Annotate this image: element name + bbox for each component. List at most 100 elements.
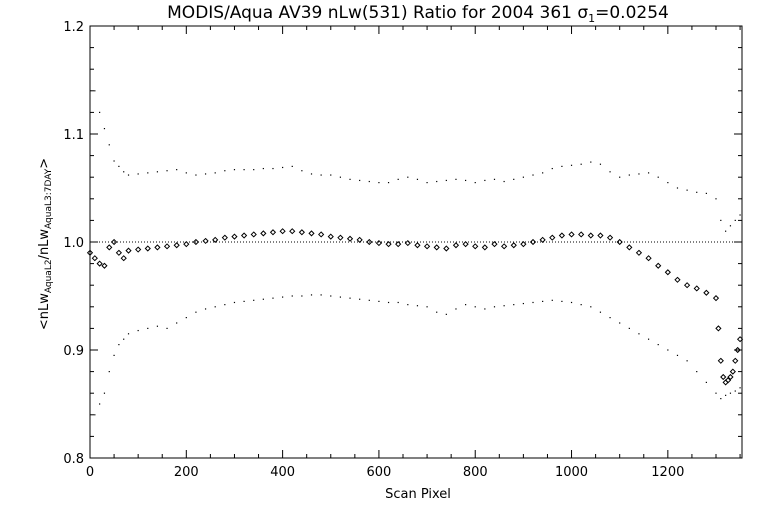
- sigma-point: [599, 311, 602, 313]
- data-point: [110, 238, 118, 246]
- sigma-point: [416, 305, 419, 307]
- sigma-point: [156, 325, 159, 327]
- y-tick-label: 1.2: [63, 20, 84, 35]
- series-upper-sigma: [94, 90, 741, 232]
- data-point: [250, 231, 257, 238]
- data-point: [414, 242, 421, 249]
- sigma-point: [705, 192, 707, 194]
- sigma-point: [108, 371, 110, 373]
- sigma-point: [657, 344, 659, 346]
- sigma-point: [580, 163, 582, 165]
- sigma-point: [330, 174, 332, 176]
- data-point: [717, 357, 724, 364]
- sigma-point: [739, 387, 741, 389]
- sigma-point: [696, 371, 698, 373]
- sigma-point: [436, 180, 438, 183]
- sigma-point: [474, 306, 476, 308]
- data-point: [101, 262, 108, 269]
- sigma-point: [676, 354, 679, 356]
- sigma-point: [686, 360, 688, 362]
- x-tick-label: 200: [174, 465, 199, 480]
- sigma-point: [113, 354, 115, 356]
- y-tick-label: 1.0: [63, 236, 84, 251]
- data-point: [616, 238, 623, 246]
- data-point: [606, 234, 614, 241]
- sigma-point: [696, 191, 698, 193]
- sigma-point: [156, 171, 159, 173]
- data-point: [86, 249, 94, 256]
- sigma-point: [378, 182, 380, 184]
- data-point: [635, 249, 643, 256]
- sigma-point: [243, 169, 245, 171]
- sigma-point: [561, 300, 563, 302]
- data-point: [452, 242, 460, 249]
- sigma-point: [729, 392, 732, 394]
- sigma-point: [715, 392, 717, 394]
- data-point: [346, 235, 354, 242]
- data-point: [626, 244, 633, 251]
- data-point: [703, 289, 710, 296]
- data-point: [240, 232, 248, 239]
- data-point: [308, 230, 315, 237]
- sigma-point: [204, 308, 207, 310]
- sigma-point: [532, 174, 534, 176]
- sigma-point: [301, 170, 303, 172]
- y-tick-label: 0.8: [63, 452, 84, 467]
- sigma-point: [282, 296, 284, 298]
- y-tick-label: 0.9: [63, 344, 84, 359]
- sigma-point: [137, 173, 139, 175]
- sigma-point: [359, 298, 361, 300]
- data-point: [231, 233, 238, 240]
- sigma-point: [185, 172, 187, 174]
- data-point: [715, 325, 722, 332]
- y-axis-label: <nLwAquaL2/nLwAquaL3:7DAY>: [37, 158, 54, 330]
- sigma-point: [339, 296, 341, 298]
- sigma-point: [291, 295, 293, 297]
- sigma-point: [359, 179, 361, 182]
- sigma-point: [166, 327, 168, 329]
- sigma-point: [103, 128, 106, 130]
- data-point: [693, 285, 700, 292]
- data-point: [529, 238, 537, 246]
- sigma-point: [551, 167, 553, 170]
- sigma-point: [253, 169, 255, 171]
- data-point: [729, 368, 736, 375]
- data-point: [732, 357, 739, 364]
- sigma-point: [734, 219, 736, 221]
- sigma-point: [147, 327, 149, 329]
- data-point: [91, 255, 98, 262]
- sigma-point: [103, 392, 106, 394]
- sigma-point: [705, 381, 707, 383]
- sigma-point: [590, 306, 592, 308]
- sigma-point: [561, 165, 563, 167]
- data-point: [501, 243, 508, 250]
- sigma-point: [455, 308, 457, 310]
- sigma-point: [310, 173, 313, 175]
- data-point: [337, 234, 344, 241]
- data-point: [736, 336, 744, 343]
- data-point: [712, 295, 720, 302]
- sigma-point: [426, 182, 428, 184]
- data-point: [395, 241, 402, 248]
- x-tick-label: 1000: [555, 465, 588, 480]
- sigma-point: [522, 176, 524, 178]
- x-axis: 0 200 400 600 800 1000 1200: [86, 26, 741, 480]
- sigma-point: [123, 338, 125, 340]
- sigma-point: [407, 304, 409, 306]
- sigma-point: [715, 198, 717, 200]
- sigma-point: [137, 329, 139, 332]
- data-point: [96, 260, 103, 267]
- sigma-point: [464, 179, 467, 182]
- data-point: [734, 346, 741, 354]
- sigma-point: [503, 305, 505, 307]
- x-tick-label: 1200: [651, 465, 684, 480]
- data-point: [597, 232, 604, 239]
- sigma-point: [542, 172, 544, 174]
- data-point: [221, 234, 228, 241]
- sigma-point: [609, 317, 611, 319]
- sigma-point: [113, 160, 115, 162]
- data-point: [720, 373, 727, 381]
- data-point: [481, 244, 488, 251]
- y-axis: 0.8 0.9 1.0 1.1 1.2: [63, 20, 742, 467]
